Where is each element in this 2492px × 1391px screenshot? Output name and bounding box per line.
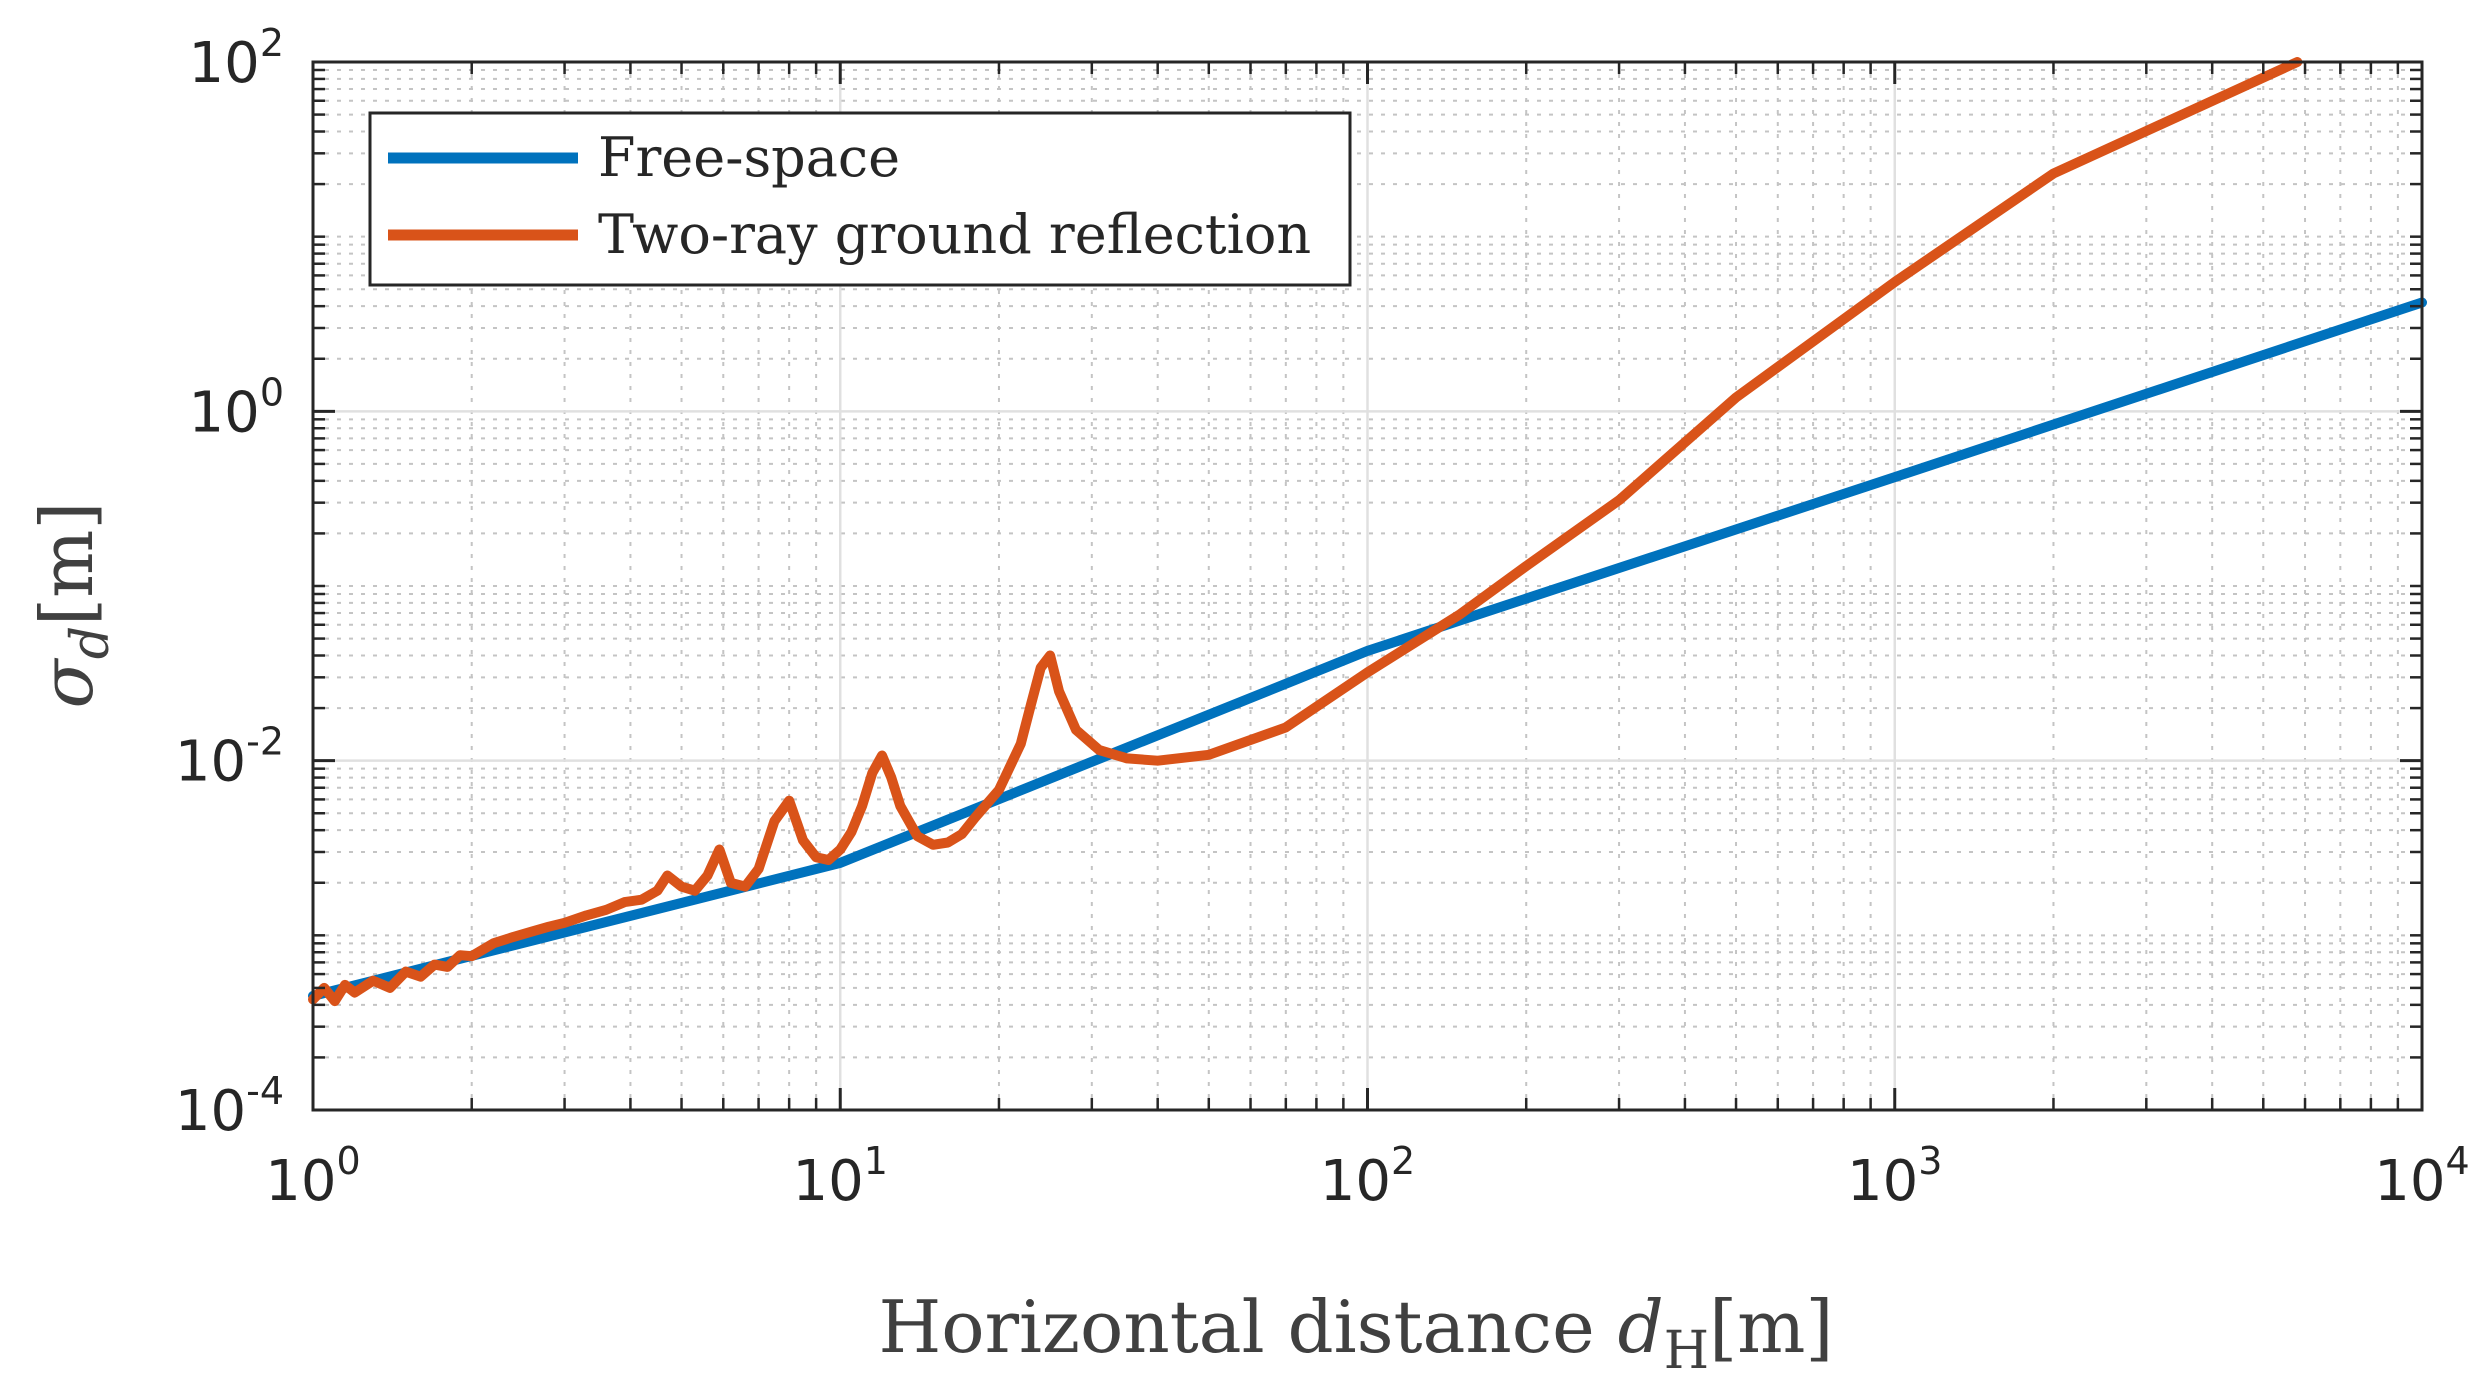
y-tick-label: 100: [189, 370, 284, 445]
y-axis-title: σd[m]: [25, 502, 121, 709]
x-tick-labels: 100 101 102 103 104: [265, 1139, 2469, 1214]
y-tick-label: 102: [189, 21, 284, 96]
plot-lines: [308, 57, 2427, 1007]
x-tick-label: 102: [1320, 1139, 1415, 1214]
x-axis-title: Horizontal distance dH[m]: [878, 1285, 1833, 1381]
y-tick-labels: 10-4 10-2 100 102: [175, 21, 284, 1144]
x-tick-label: 103: [1847, 1139, 1942, 1214]
x-tick-label: 100: [265, 1139, 360, 1214]
legend-box: [368, 111, 1352, 287]
y-tick-label: 10-4: [175, 1069, 284, 1144]
x-tick-label: 101: [793, 1139, 888, 1214]
legend-label-two-ray: Two-ray ground reflection: [598, 203, 1311, 266]
legend: Free-space Two-ray ground reflection: [368, 111, 1352, 287]
series-line-two-ray-ground-reflection: [308, 57, 2303, 1007]
y-tick-label: 10-2: [175, 720, 284, 795]
legend-label-free-space: Free-space: [598, 126, 900, 189]
x-tick-label: 104: [2374, 1139, 2469, 1214]
series-line-free-space: [308, 297, 2427, 1001]
axis-ticks: [311, 60, 2424, 1112]
